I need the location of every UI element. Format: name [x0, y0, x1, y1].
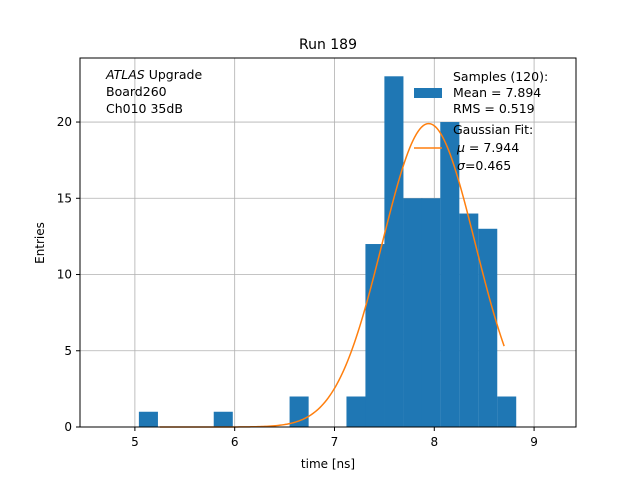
atlas-annotation: ATLAS Upgrade Board260 Ch010 35dB — [105, 67, 202, 116]
y-tick-label: 10 — [57, 268, 72, 282]
legend-mu-symbol: μ — [456, 140, 465, 155]
legend-fit-sigma: σ=0.465 — [457, 158, 511, 173]
annotation-upgrade: Upgrade — [145, 67, 203, 82]
legend-fit-mu: μ = 7.944 — [456, 140, 519, 155]
legend-hist-swatch — [414, 88, 442, 98]
y-axis-label: Entries — [33, 222, 47, 264]
annotation-atlas: ATLAS — [105, 67, 145, 82]
x-axis-ticks: 5 6 7 8 9 — [131, 427, 538, 449]
legend: Samples (120): Mean = 7.894 RMS = 0.519 … — [414, 69, 548, 173]
x-tick-label: 8 — [430, 435, 438, 449]
y-tick-label: 20 — [57, 115, 72, 129]
histogram-bar — [346, 396, 366, 427]
histogram-bars — [138, 76, 517, 428]
x-tick-label: 5 — [131, 435, 139, 449]
histogram-bar — [138, 411, 158, 427]
histogram-bar — [440, 122, 460, 427]
y-axis-ticks: 0 5 10 15 20 — [57, 115, 80, 434]
chart-title: Run 189 — [299, 37, 357, 53]
legend-sigma-symbol: σ — [457, 158, 466, 173]
legend-rms: RMS = 0.519 — [453, 101, 535, 116]
histogram-bar — [497, 396, 517, 427]
x-axis-label: time [ns] — [301, 457, 355, 471]
histogram-bar — [213, 411, 233, 427]
annotation-line-2: Board260 — [106, 84, 167, 99]
legend-mean: Mean = 7.894 — [453, 85, 541, 100]
annotation-line-1: ATLAS Upgrade — [105, 67, 202, 82]
plot-frame — [79, 57, 577, 428]
y-tick-label: 15 — [57, 191, 72, 205]
histogram-bar — [403, 198, 423, 427]
y-tick-label: 0 — [64, 420, 72, 434]
y-tick-label: 5 — [64, 344, 72, 358]
annotation-line-3: Ch010 35dB — [106, 101, 183, 116]
x-tick-label: 7 — [331, 435, 339, 449]
legend-samples: Samples (120): — [453, 69, 548, 84]
histogram-bar — [459, 213, 479, 427]
legend-sigma-value: =0.465 — [465, 158, 511, 173]
x-tick-label: 6 — [231, 435, 239, 449]
legend-fit-title: Gaussian Fit: — [453, 122, 533, 137]
legend-mu-value: = 7.944 — [465, 140, 519, 155]
histogram-bar — [384, 76, 404, 428]
x-tick-label: 9 — [530, 435, 538, 449]
histogram-bar — [478, 228, 498, 427]
histogram-bar — [421, 198, 441, 427]
